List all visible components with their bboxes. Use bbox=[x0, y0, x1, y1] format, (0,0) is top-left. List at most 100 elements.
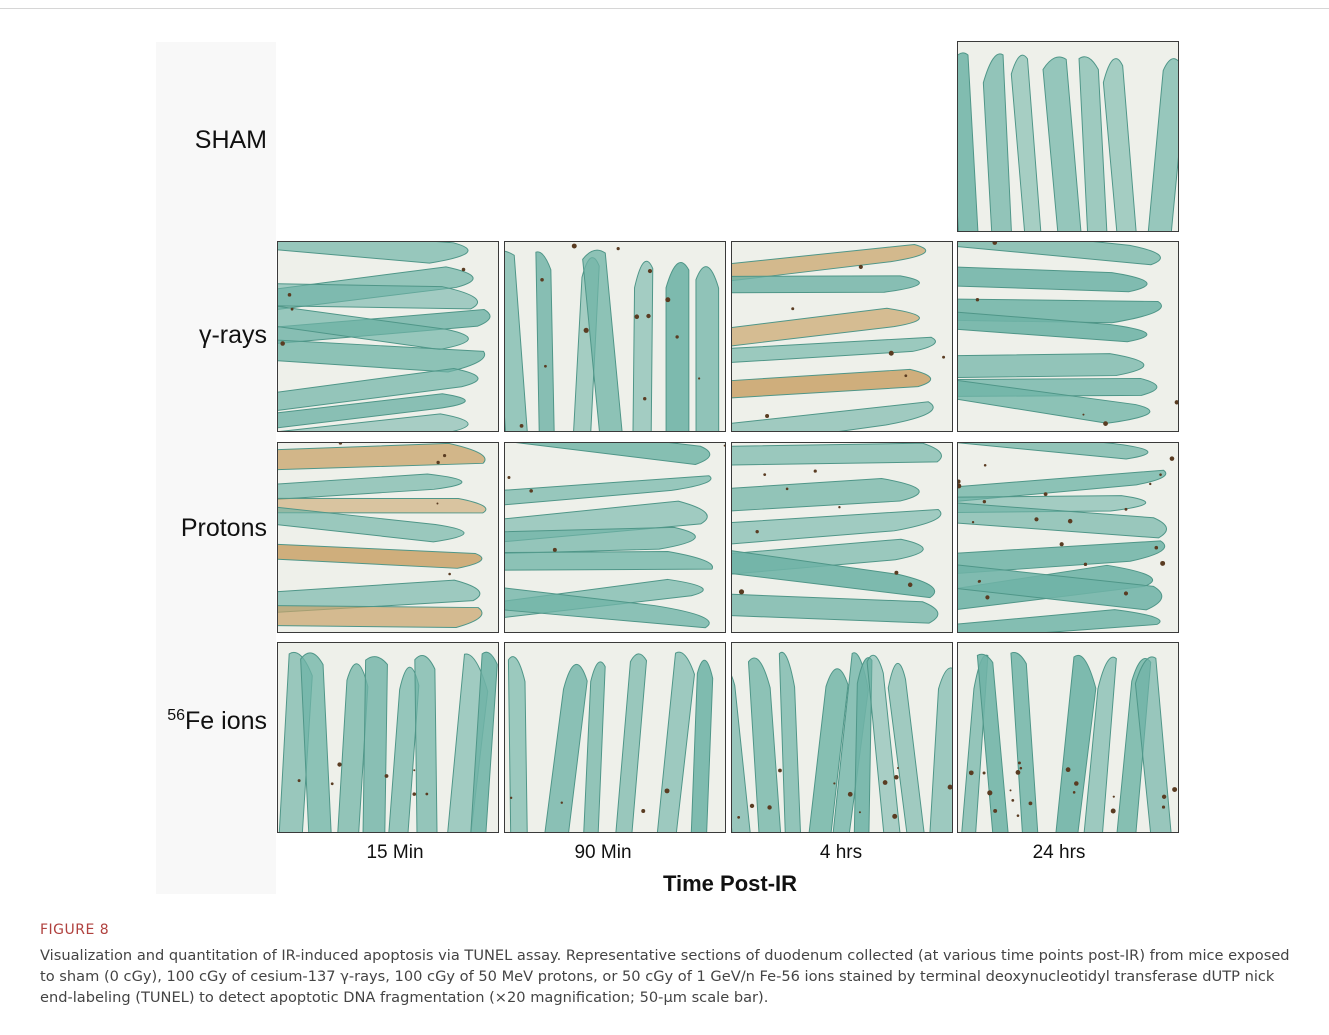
tunel-positive-cell bbox=[1011, 798, 1015, 802]
villus-shape bbox=[690, 659, 714, 832]
tunel-positive-cell bbox=[942, 355, 946, 359]
tunel-positive-cell bbox=[738, 589, 745, 595]
villus-shape bbox=[747, 657, 782, 832]
villus-shape bbox=[1010, 54, 1042, 231]
micrograph-image bbox=[958, 443, 1178, 632]
micrograph-gamma-rays-15-min bbox=[277, 241, 499, 432]
tunel-positive-cell bbox=[641, 809, 646, 814]
col-label-4-hrs: 4 hrs bbox=[819, 842, 863, 863]
villus-shape bbox=[279, 413, 469, 431]
micrograph-image bbox=[958, 643, 1178, 832]
tunel-positive-cell bbox=[583, 327, 589, 333]
tunel-positive-cell bbox=[858, 264, 863, 270]
tunel-positive-cell bbox=[723, 444, 725, 447]
tunel-positive-cell bbox=[1072, 791, 1076, 794]
tunel-positive-cell bbox=[448, 572, 451, 576]
tunel-positive-cell bbox=[330, 782, 334, 786]
micrograph-protons-4-hrs bbox=[731, 442, 953, 633]
villus-shape bbox=[958, 353, 1145, 378]
tunel-positive-cell bbox=[616, 247, 620, 251]
villus-shape bbox=[732, 307, 920, 347]
villus-shape bbox=[732, 477, 920, 512]
villus-shape bbox=[278, 497, 487, 514]
tunel-positive-cell bbox=[664, 788, 670, 794]
x-axis-title: Time Post-IR bbox=[662, 871, 798, 896]
tunel-positive-cell bbox=[978, 579, 981, 583]
row-label-gamma-rays: γ-rays bbox=[198, 321, 267, 349]
tunel-positive-cell bbox=[1083, 562, 1088, 566]
tunel-positive-cell bbox=[280, 341, 285, 346]
tunel-positive-cell bbox=[1082, 413, 1085, 416]
tunel-positive-cell bbox=[1059, 542, 1064, 547]
micrograph-image bbox=[505, 443, 725, 632]
tunel-positive-cell bbox=[1149, 482, 1152, 486]
tunel-positive-cell bbox=[560, 801, 563, 804]
villus-shape bbox=[958, 52, 979, 231]
villus-shape bbox=[1010, 652, 1039, 832]
villus-shape bbox=[632, 260, 654, 431]
villus-shape bbox=[278, 368, 479, 411]
top-rule bbox=[0, 8, 1329, 9]
villus-shape bbox=[778, 651, 801, 832]
tunel-positive-cell bbox=[1110, 808, 1116, 814]
villus-shape bbox=[656, 651, 695, 832]
tunel-positive-cell bbox=[813, 469, 817, 473]
tunel-positive-cell bbox=[904, 374, 908, 378]
tunel-positive-cell bbox=[384, 774, 389, 778]
villus-shape bbox=[1042, 56, 1082, 231]
micrograph-fe-ions-24-hrs bbox=[957, 642, 1179, 833]
tunel-positive-cell bbox=[882, 780, 888, 785]
tunel-positive-cell bbox=[737, 815, 741, 819]
villus-shape bbox=[278, 605, 483, 628]
row-label-protons: Protons bbox=[180, 514, 267, 542]
tunel-positive-cell bbox=[647, 269, 653, 274]
tunel-positive-cell bbox=[958, 483, 962, 489]
tunel-positive-cell bbox=[507, 476, 511, 480]
tunel-positive-cell bbox=[897, 766, 899, 769]
tunel-positive-cell bbox=[982, 771, 986, 775]
villus-shape bbox=[278, 543, 483, 569]
micrograph-fe-ions-4-hrs bbox=[731, 642, 953, 833]
tunel-positive-cell bbox=[338, 443, 343, 445]
micrograph-image bbox=[732, 443, 952, 632]
villus-shape bbox=[300, 652, 332, 832]
tunel-positive-cell bbox=[833, 782, 836, 785]
micrograph-image bbox=[732, 242, 952, 431]
micrograph-image bbox=[958, 42, 1178, 231]
tunel-positive-cell bbox=[767, 805, 772, 810]
micrograph-fe-ions-15-min bbox=[277, 642, 499, 833]
villus-shape bbox=[958, 502, 1167, 539]
tunel-positive-cell bbox=[858, 811, 861, 814]
tunel-positive-cell bbox=[1103, 421, 1108, 426]
tunel-positive-cell bbox=[847, 791, 853, 797]
tunel-positive-cell bbox=[413, 769, 416, 772]
col-label-15-min: 15 Min bbox=[366, 842, 424, 863]
tunel-positive-cell bbox=[1028, 801, 1033, 806]
tunel-positive-cell bbox=[907, 582, 913, 588]
tunel-positive-cell bbox=[1074, 781, 1079, 786]
villus-shape bbox=[732, 508, 942, 545]
row-label-fe-ions: 56Fe ions bbox=[167, 707, 267, 736]
tunel-positive-cell bbox=[838, 506, 841, 509]
villus-shape bbox=[278, 283, 478, 310]
villus-shape bbox=[976, 653, 1009, 832]
tunel-positive-cell bbox=[529, 489, 533, 493]
tunel-positive-cell bbox=[765, 413, 770, 418]
villus-shape bbox=[958, 609, 1161, 632]
villus-shape bbox=[958, 469, 1167, 502]
villus-shape bbox=[505, 551, 714, 571]
tunel-positive-cell bbox=[461, 267, 466, 272]
villus-shape bbox=[278, 242, 469, 264]
tunel-positive-cell bbox=[1019, 766, 1023, 770]
row-label-strip bbox=[156, 42, 276, 894]
micrograph-gamma-rays-90-min bbox=[504, 241, 726, 432]
tunel-positive-cell bbox=[290, 307, 294, 311]
villus-shape bbox=[732, 443, 942, 466]
tunel-positive-cell bbox=[1009, 789, 1012, 792]
tunel-positive-cell bbox=[983, 463, 987, 467]
tunel-positive-cell bbox=[519, 423, 524, 428]
tunel-positive-cell bbox=[1124, 507, 1128, 511]
micrograph-sham-24-hrs bbox=[957, 41, 1179, 232]
tunel-positive-cell bbox=[791, 307, 795, 311]
villus-shape bbox=[278, 579, 481, 613]
